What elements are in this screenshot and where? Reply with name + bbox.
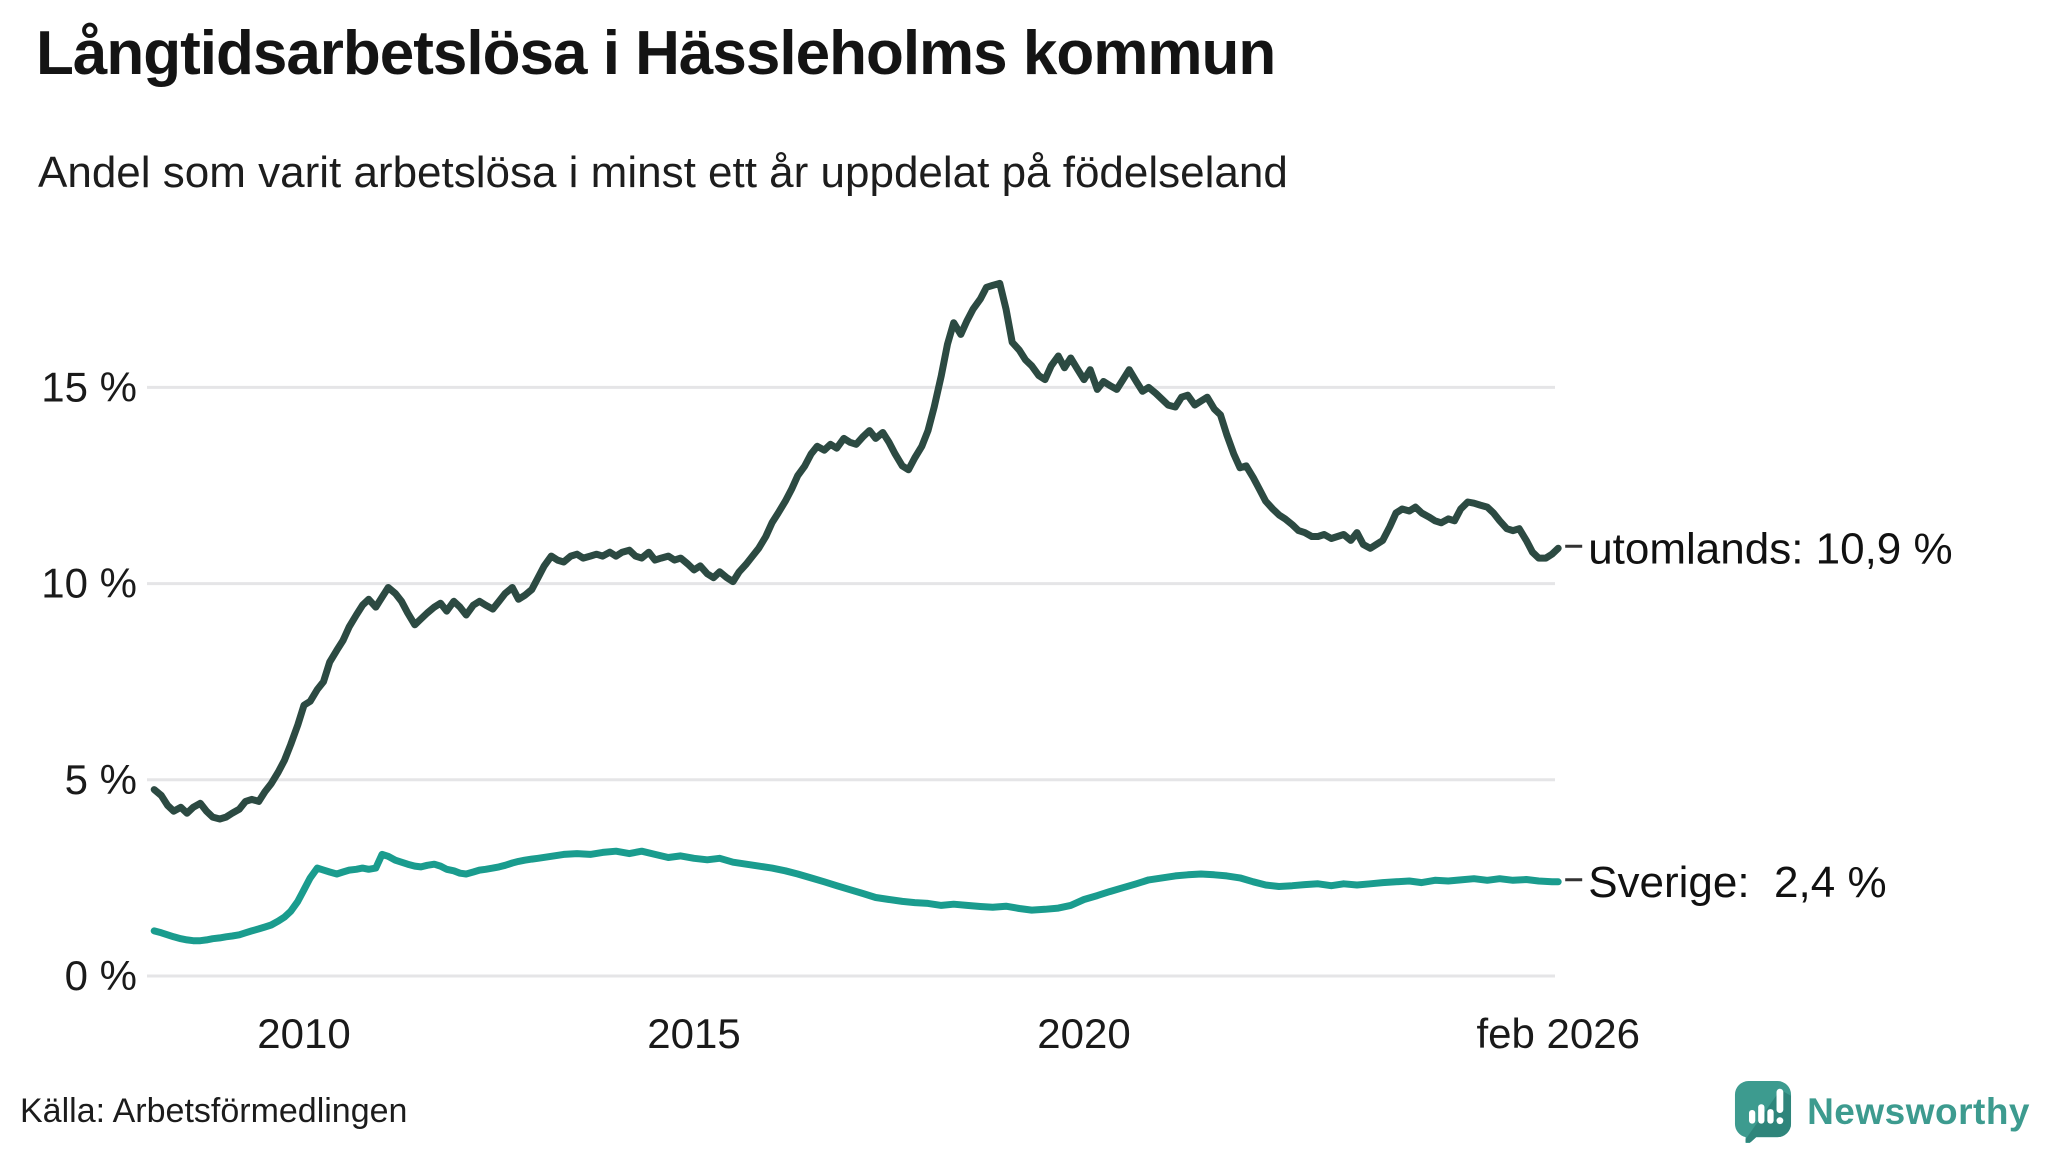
series-line-utomlands <box>150 279 1562 823</box>
y-tick-label: 10 % <box>41 560 137 607</box>
x-tick-label: 2020 <box>1037 1010 1130 1057</box>
series-end-label-sverige: Sverige: 2,4 % <box>1588 858 1886 907</box>
x-tick-label: feb 2026 <box>1476 1010 1640 1057</box>
y-tick-label: 5 % <box>65 756 137 803</box>
brand-wordmark: Newsworthy <box>1807 1090 2030 1132</box>
chart-subtitle: Andel som varit arbetslösa i minst ett å… <box>38 148 1288 197</box>
y-tick-label: 15 % <box>41 363 137 410</box>
series-line-sverige <box>150 847 1562 945</box>
y-tick-label: 0 % <box>65 952 137 999</box>
newsworthy-icon <box>1735 1081 1792 1143</box>
series-end-label-utomlands: utomlands: 10,9 % <box>1588 524 1952 573</box>
x-tick-label: 2015 <box>647 1010 740 1057</box>
x-tick-label: 2010 <box>257 1010 350 1057</box>
brand-logo: Newsworthy <box>1734 1080 2030 1143</box>
source-note: Källa: Arbetsförmedlingen <box>20 1092 408 1130</box>
page-title: Långtidsarbetslösa i Hässleholms kommun <box>36 19 1276 88</box>
